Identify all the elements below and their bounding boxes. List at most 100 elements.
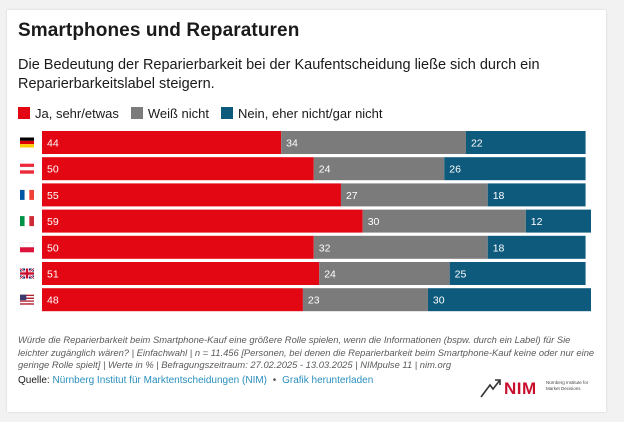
legend-item-nein: Nein, eher nicht/gar nicht — [221, 106, 383, 121]
flag-stripe — [19, 166, 35, 171]
bar-segment — [42, 235, 314, 259]
source-separator: • — [272, 375, 277, 386]
data-label: 24 — [319, 164, 331, 176]
legend-swatch-ja — [18, 107, 30, 119]
flag-stripe — [29, 216, 34, 227]
flag-stripe — [20, 300, 34, 302]
legend-swatch-weiss — [130, 107, 143, 119]
bar-segment — [313, 157, 445, 181]
data-label: 30 — [433, 295, 445, 307]
data-label: 18 — [493, 190, 505, 202]
bar-segment — [427, 288, 591, 312]
flag-stripe — [20, 163, 34, 168]
flag-stripe — [29, 189, 34, 200]
flag-canton — [20, 294, 27, 301]
flag-fr-icon — [20, 189, 34, 200]
data-label: 23 — [308, 295, 320, 307]
data-label: 12 — [531, 216, 543, 228]
flag-stripe — [20, 297, 34, 299]
data-label: 32 — [319, 242, 331, 254]
source-line: Quelle: Nürnberg Institut für Marktentsc… — [18, 375, 373, 386]
flag-us-icon — [20, 294, 34, 305]
flag-gb-icon — [19, 267, 35, 280]
chart-title: Smartphones und Reparaturen — [18, 20, 300, 41]
bar-row: 48 23 30 — [20, 288, 591, 312]
data-label: 26 — [449, 164, 461, 176]
survey-note: Würde die Reparierbarkeit beim Smartphon… — [18, 334, 595, 370]
data-label: 27 — [346, 190, 358, 202]
data-label: 25 — [455, 269, 467, 281]
bar-segment — [362, 209, 526, 233]
bar-segment — [340, 183, 488, 207]
flag-stripe — [20, 189, 25, 200]
bar-segment — [42, 262, 320, 285]
flag-stripe — [20, 294, 34, 297]
legend-item-ja: Ja, sehr/etwas — [18, 106, 119, 121]
legend-label-weiss: Weiß nicht — [147, 105, 209, 121]
data-label: 34 — [286, 138, 298, 150]
chart-subtitle: Die Bedeutung der Reparierbarkeit bei de… — [18, 57, 540, 92]
bar-segment — [42, 131, 282, 154]
bar-segment — [525, 209, 591, 233]
bar-row: 50 32 18 — [19, 235, 586, 259]
stacked-bar-chart: 44 34 22 50 24 26 55 27 18 59 30 12 50 32 18 51 24 25 48 23… — [19, 131, 591, 312]
data-label: 30 — [368, 216, 380, 228]
flag-pl-icon — [19, 242, 35, 253]
logo-text: NIM — [504, 379, 537, 398]
download-graphic-link[interactable]: Grafik herunterladen — [282, 375, 374, 386]
chart-legend: Ja, sehr/etwas Weiß nicht Nein, eher nic… — [18, 105, 395, 121]
flag-stripe — [20, 137, 34, 141]
data-label: 24 — [324, 269, 336, 281]
bar-segment — [487, 235, 586, 259]
bar-row: 50 24 26 — [19, 157, 586, 181]
flag-stripe — [24, 189, 30, 200]
flag-it-icon — [20, 216, 34, 227]
flag-cross-red — [20, 272, 34, 275]
data-label: 44 — [47, 138, 59, 150]
bar-row: 44 34 22 — [20, 131, 586, 154]
source-link[interactable]: Nürnberg Institut für Marktentscheidunge… — [52, 375, 268, 386]
flag-stripe — [20, 216, 25, 227]
nim-arrow-icon — [480, 379, 501, 398]
bar-segment — [42, 183, 341, 207]
legend-item-weiss: Weiß nicht — [130, 105, 209, 121]
flag-stripe — [24, 216, 30, 227]
bar-segment — [449, 262, 586, 285]
legend-swatch-nein — [221, 107, 233, 119]
bar-segment — [487, 183, 586, 207]
data-label: 50 — [47, 164, 59, 176]
bar-segment — [302, 288, 428, 312]
flag-stripe — [20, 296, 34, 298]
source-label: Quelle: — [18, 375, 50, 386]
bar-row: 59 30 12 — [20, 209, 591, 233]
bar-segment — [319, 262, 450, 285]
bar-segment — [444, 157, 586, 181]
bar-segment — [42, 157, 314, 181]
data-label: 50 — [47, 242, 59, 254]
flag-at-icon — [19, 163, 35, 174]
bar-segment — [42, 209, 363, 233]
bar-row: 51 24 25 — [19, 262, 586, 285]
data-label: 55 — [47, 190, 59, 202]
flag-stripe — [20, 140, 34, 145]
data-label: 59 — [47, 216, 59, 228]
bar-segment — [465, 131, 586, 154]
data-label: 22 — [471, 138, 483, 150]
flag-stripe — [20, 301, 34, 304]
data-label: 48 — [47, 295, 59, 307]
bar-segment — [281, 131, 466, 154]
flag-de-icon — [20, 137, 34, 148]
flag-stripe — [20, 298, 34, 301]
bar-row: 55 27 18 — [20, 183, 586, 207]
data-label: 18 — [493, 242, 505, 254]
bar-segment — [313, 235, 488, 259]
data-label: 51 — [47, 269, 59, 281]
logo-subtext: Nürnberg Institute for Market Decisions — [546, 380, 589, 391]
nim-logo: NIM Nürnberg Institute for Market Decisi… — [478, 376, 598, 400]
bar-segment — [42, 288, 303, 312]
flag-stripe — [20, 144, 34, 148]
flag-stripe — [19, 242, 35, 248]
flag-stripe — [20, 247, 34, 253]
flag-stripe — [20, 303, 34, 305]
flag-stripe — [20, 170, 34, 174]
